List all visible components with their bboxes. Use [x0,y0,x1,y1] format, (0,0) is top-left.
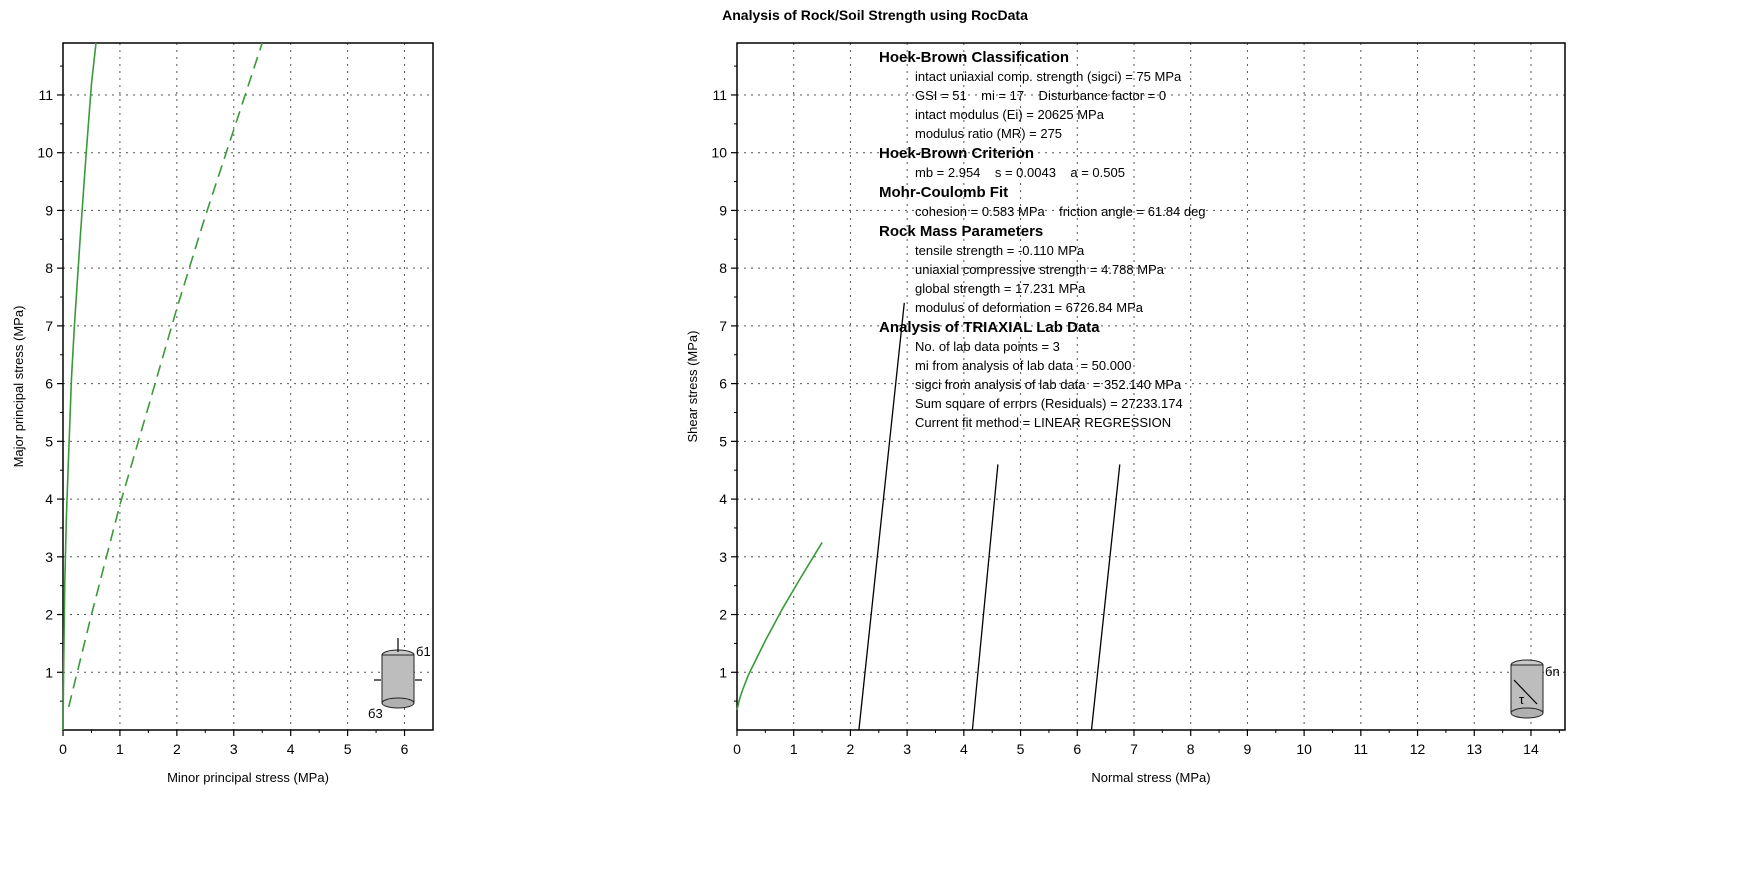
x-tick-label: 13 [1466,741,1482,757]
triaxial-cylinder-icon: б1 б3 [368,638,431,721]
x-tick-label: 14 [1523,741,1539,757]
annotation-line: intact modulus (Ei) = 20625 MPa [915,107,1105,122]
strength-envelope-line [62,42,97,731]
annotation-line: No. of lab data points = 3 [915,339,1060,354]
x-axis-label: Minor principal stress (MPa) [167,770,329,785]
x-tick-label: 0 [733,741,741,757]
y-tick-label: 9 [719,202,727,218]
dashed-envelope-line [67,42,263,708]
y-tick-label: 10 [711,145,727,161]
x-tick-label: 2 [847,741,855,757]
shear-cylinder-icon: бn τ [1510,659,1560,719]
y-tick-label: 7 [719,318,727,334]
y-tick-label: 8 [719,260,727,276]
y-tick-label: 11 [38,87,53,103]
mohr-coulomb-plot: 0 1 2 3 4 5 6 7 8 9 10 11 12 13 141234567891011Normal … [685,42,1566,785]
y-tick-label: 7 [45,318,53,334]
cylinder-bottom [1510,707,1544,719]
annotation-heading: Mohr-Coulomb Fit [879,184,1008,201]
annotation-line: GSI = 51 mi = 17 Disturbance factor = 0 [915,88,1166,103]
y-tick-label: 2 [719,607,727,623]
y-tick-label: 6 [719,376,727,392]
x-tick-label: 3 [230,741,238,757]
x-tick-label: 9 [1244,741,1252,757]
principal-stress-plot: 0 1 2 3 4 5 6 1 2 3 4 5 6 7 8 9 10 11 Minor principal stre… [11,42,434,785]
x-tick-label: 7 [1130,741,1138,757]
plot-frame [736,42,1566,731]
annotation-heading: Hoek-Brown Classification [879,49,1069,66]
mohr-circle-line [1090,464,1121,731]
mohr-circle-line [971,464,999,731]
x-tick-label: 10 [1296,741,1312,757]
analysis-annotation-block: Hoek-Brown Classification intact uniaxial… [879,49,1206,430]
y-axis-label: Major principal stress (MPa) [11,306,26,468]
chart-title: Analysis of Rock/Soil Strength using Roc… [722,7,1028,23]
y-tick-label: 2 [45,607,53,623]
y-tick-label: 5 [719,433,727,449]
x-tick-label: 8 [1187,741,1195,757]
annotation-line: intact uniaxial comp. strength (sigci) =… [915,69,1182,84]
annotation-line: modulus of deformation = 6726.84 MPa [915,300,1144,315]
x-tick-label: 4 [960,741,968,757]
x-tick-label: 1 [790,741,798,757]
annotation-line: mb = 2.954 s = 0.0043 a = 0.505 [915,165,1125,180]
y-tick-label: 6 [45,376,53,392]
x-tick-label: 4 [287,741,295,757]
x-tick-label: 3 [903,741,911,757]
x-tick-label: 6 [401,741,409,757]
x-tick-label: 12 [1410,741,1426,757]
x-axis-label: Normal stress (MPa) [1091,770,1210,785]
y-tick-label: 9 [45,202,53,218]
y-tick-label: 10 [37,145,53,161]
y-tick-label: 3 [719,549,727,565]
icon-label: б1 [416,644,431,659]
x-tick-label: 2 [173,741,181,757]
annotation-heading: Hoek-Brown Criterion [879,145,1034,162]
annotation-heading: Analysis of TRIAXIAL Lab Data [879,319,1100,336]
icon-label: бn [1545,664,1560,679]
annotation-line: modulus ratio (MR) = 275 [915,126,1062,141]
y-tick-label: 1 [719,664,727,680]
annotation-line: Current fit method = LINEAR REGRESSION [915,415,1171,430]
y-tick-label: 5 [45,433,53,449]
y-axis-label: Shear stress (MPa) [685,331,700,443]
y-tick-label: 11 [712,87,727,103]
arrow-line [1513,679,1538,705]
cylinder-body [1510,664,1544,714]
annotation-line: tensile strength = -0.110 MPa [915,243,1085,258]
x-tick-label: 5 [1017,741,1025,757]
cylinder-bottom [381,697,415,709]
icon-label: б3 [368,706,383,721]
cylinder-body [381,654,415,704]
x-tick-label: 1 [116,741,124,757]
x-tick-label: 0 [59,741,67,757]
y-tick-label: 8 [45,260,53,276]
annotation-line: mi from analysis of lab data = 50.000 [915,358,1131,373]
annotation-line: global strength = 17.231 MPa [915,281,1086,296]
y-tick-label: 3 [45,549,53,565]
annotation-line: Sum square of errors (Residuals) = 27233… [915,396,1183,411]
x-tick-label: 11 [1354,741,1369,757]
y-tick-label: 4 [45,491,53,507]
annotation-heading: Rock Mass Parameters [879,223,1043,240]
y-tick-label: 4 [719,491,727,507]
icon-label: τ [1519,692,1525,707]
annotation-line: uniaxial compressive strength = 4.788 MP… [915,262,1165,277]
strength-envelope-line [736,541,823,710]
annotation-line: cohesion = 0.583 MPa friction angle = 61… [915,204,1206,219]
x-tick-label: 6 [1073,741,1081,757]
x-tick-label: 5 [344,741,352,757]
y-tick-label: 1 [45,664,53,680]
plot-frame [62,42,434,731]
mohr-circle-line [858,302,905,731]
annotation-line: sigci from analysis of lab data = 352.14… [915,377,1182,392]
